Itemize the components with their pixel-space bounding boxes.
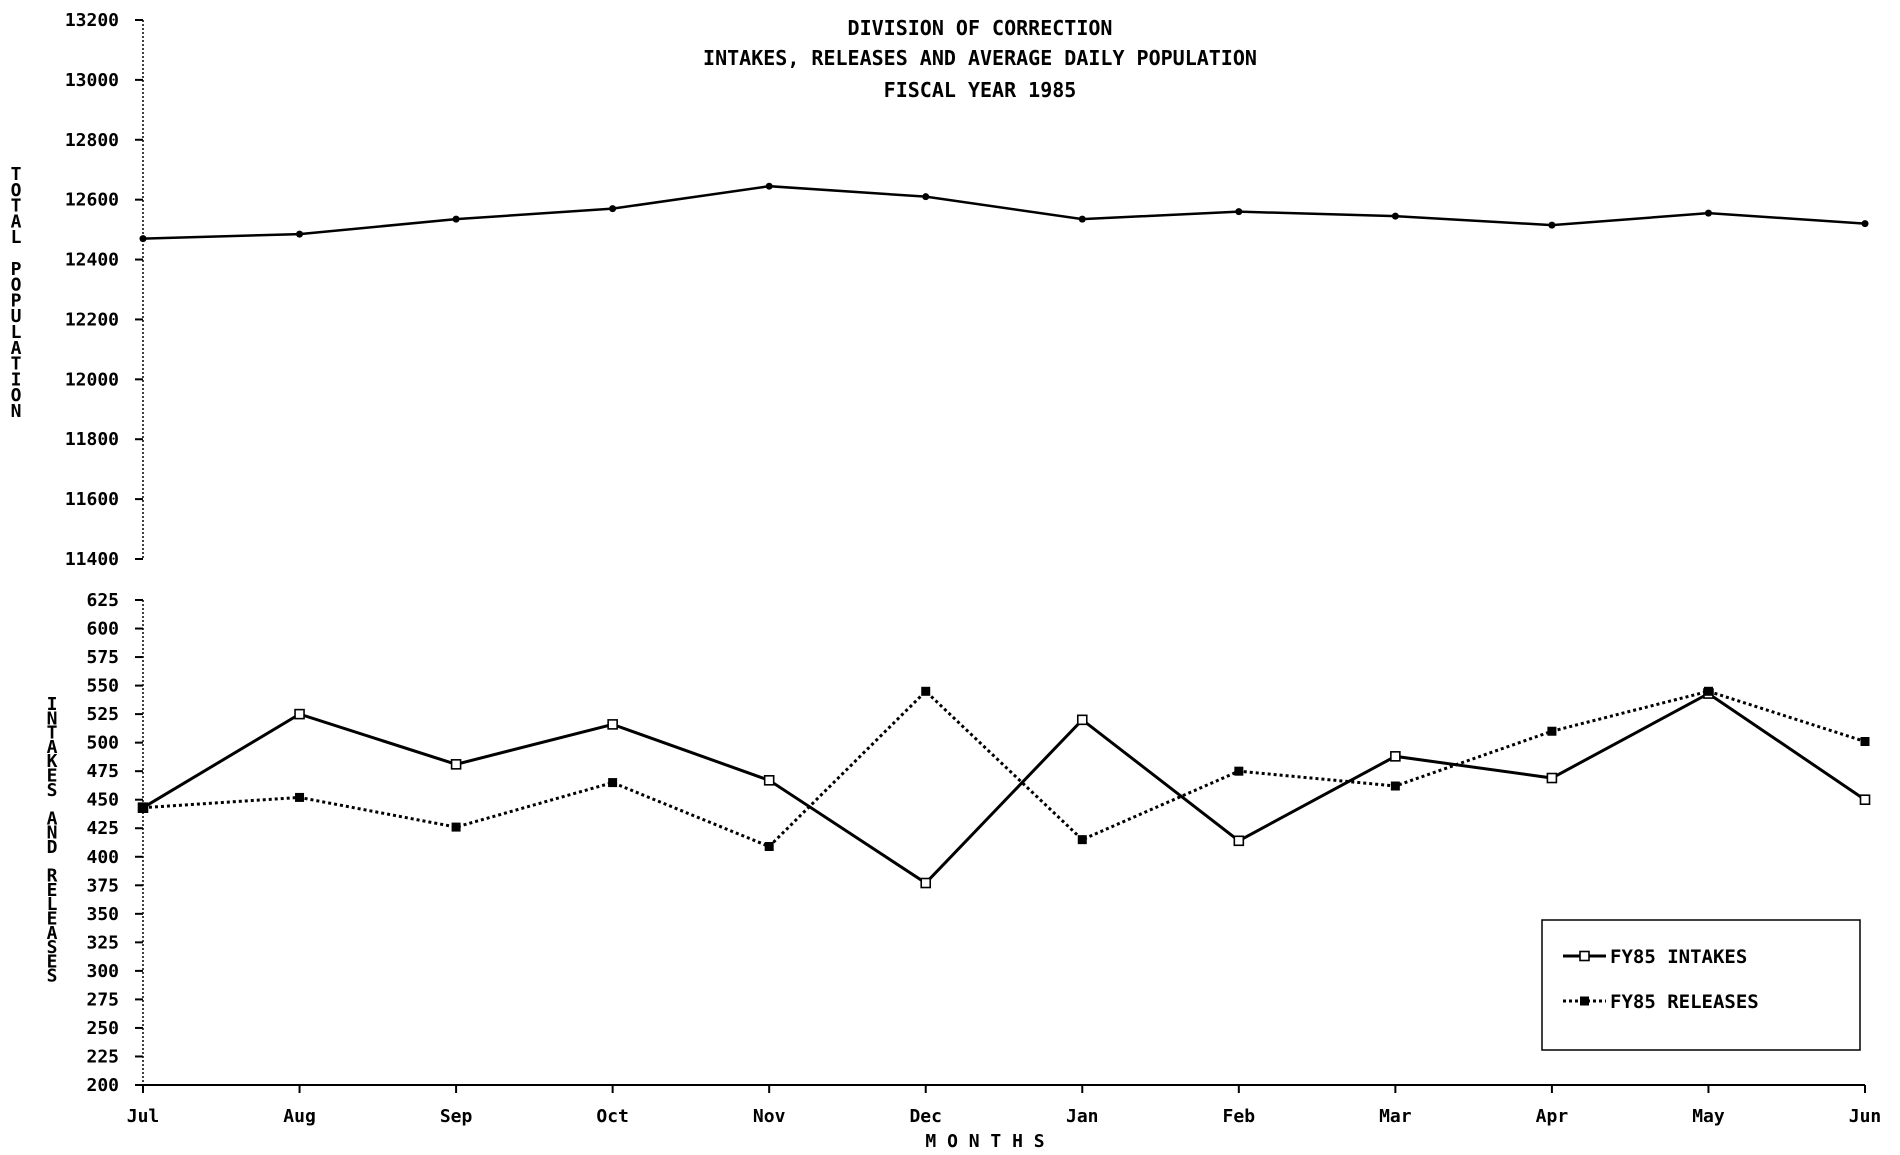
intake-point — [763, 775, 775, 786]
x-tick-label: Apr — [1536, 1106, 1569, 1127]
release-point — [921, 686, 931, 696]
population-point — [1391, 212, 1399, 220]
top-y-tick-label: 12200 — [65, 309, 119, 330]
top-y-tick-label: 11600 — [65, 489, 119, 510]
bottom-y-tick-label: 300 — [86, 961, 119, 982]
bottom-y-tick-label: 500 — [86, 733, 119, 754]
bottom-y-tick-label: 425 — [86, 818, 119, 839]
x-tick-label: Mar — [1379, 1106, 1412, 1127]
release-point — [138, 803, 148, 813]
bottom-y-tick-label: 275 — [86, 989, 119, 1010]
intake-point — [1390, 751, 1401, 762]
bottom-y-tick-label: 225 — [86, 1046, 119, 1067]
population-point — [452, 215, 460, 223]
population-point — [1861, 220, 1869, 228]
x-tick-label: Nov — [753, 1106, 786, 1127]
intake-point — [1233, 835, 1245, 847]
x-tick-label: Jul — [127, 1106, 160, 1127]
intake-point — [607, 719, 618, 730]
x-tick-label: Oct — [596, 1106, 629, 1127]
bottom-y-tick-label: 550 — [86, 676, 119, 697]
top-y-tick-label: 13200 — [65, 10, 119, 31]
top-y-tick-label: 13000 — [65, 70, 119, 91]
x-axis-title: M O N T H S — [925, 1131, 1044, 1152]
legend-label-releases: FY85 RELEASES — [1610, 991, 1759, 1013]
bottom-y-tick-label: 375 — [86, 875, 119, 896]
population-point — [139, 235, 147, 243]
top-y-tick-label: 12000 — [65, 369, 119, 390]
bottom-y-tick-label: 325 — [86, 932, 119, 953]
bottom-panel: 200 225 250 275 300 325 350 375 400 425 450 475 500 5… — [86, 590, 1871, 1096]
bottom-y-tick-label: 350 — [86, 904, 119, 925]
release-point — [1390, 781, 1400, 791]
population-point — [296, 230, 304, 238]
intake-point — [1546, 772, 1558, 784]
top-y-tick-label: 11400 — [65, 549, 119, 570]
legend: FY85 INTAKES FY85 RELEASES — [1541, 919, 1861, 1051]
legend-label-intakes: FY85 INTAKES — [1610, 946, 1747, 968]
release-point — [1703, 686, 1713, 696]
intake-point — [920, 877, 932, 889]
intake-point — [1859, 794, 1871, 806]
population-point — [1235, 208, 1243, 216]
release-point — [451, 822, 461, 832]
x-tick-label: Dec — [909, 1106, 942, 1127]
x-tick-label: Sep — [440, 1106, 473, 1127]
release-point — [1547, 726, 1557, 736]
top-y-tick-label: 11800 — [65, 429, 119, 450]
population-point — [1078, 215, 1086, 223]
intake-point — [450, 759, 462, 770]
title-line-3: FISCAL YEAR 1985 — [884, 78, 1077, 102]
intake-point — [294, 708, 305, 720]
series-line-fy85-releases — [142, 689, 1866, 849]
top-y-tick-label: 12600 — [65, 190, 119, 211]
x-tick-label: Feb — [1223, 1106, 1256, 1127]
chart-title: DIVISION OF CORRECTION INTAKES, RELEASES… — [703, 16, 1257, 102]
bottom-y-tick-label: 400 — [86, 847, 119, 868]
bottom-y-tick-label: 200 — [86, 1075, 119, 1096]
bottom-y-tick-label: 600 — [86, 619, 119, 640]
bottom-y-tick-label: 475 — [86, 761, 119, 782]
title-line-2: INTAKES, RELEASES AND AVERAGE DAILY POPU… — [703, 46, 1257, 70]
population-point — [922, 193, 930, 201]
population-point — [765, 182, 773, 190]
bottom-y-tick-label: 525 — [86, 704, 119, 725]
legend-marker-releases — [1580, 996, 1589, 1006]
series-line-fy85-intakes — [142, 691, 1866, 885]
bottom-y-tick-label: 575 — [86, 647, 119, 668]
release-point — [608, 778, 618, 788]
top-y-tick-label: 12800 — [65, 130, 119, 151]
release-point — [1234, 766, 1244, 776]
x-axis-labels: Jul Aug Sep Oct Nov Dec Jan Feb Mar Apr May Jun — [127, 1106, 1882, 1127]
population-line — [142, 184, 1866, 240]
legend-marker-intakes — [1579, 950, 1590, 962]
bottom-y-tick-label: 250 — [86, 1018, 119, 1039]
x-tick-label: May — [1692, 1106, 1725, 1127]
legend-box — [1541, 919, 1861, 1051]
top-panel: 11400 11600 11800 12000 12200 12400 12600 12800… — [65, 10, 1869, 570]
top-y-tick-label: 12400 — [65, 250, 119, 271]
population-point — [1704, 209, 1712, 217]
release-point — [295, 792, 305, 802]
bottom-y-tick-label: 450 — [86, 790, 119, 811]
x-tick-label: Jun — [1849, 1106, 1882, 1127]
x-tick-label: Jan — [1066, 1106, 1099, 1127]
population-point — [609, 205, 617, 213]
x-tick-label: Aug — [283, 1106, 316, 1127]
bottom-y-tick-label: 625 — [86, 590, 119, 611]
release-point — [1077, 835, 1087, 845]
intake-point — [1076, 714, 1088, 726]
population-point — [1548, 221, 1556, 229]
title-line-1: DIVISION OF CORRECTION — [848, 16, 1113, 40]
release-point — [764, 841, 774, 851]
release-point — [1860, 737, 1870, 747]
